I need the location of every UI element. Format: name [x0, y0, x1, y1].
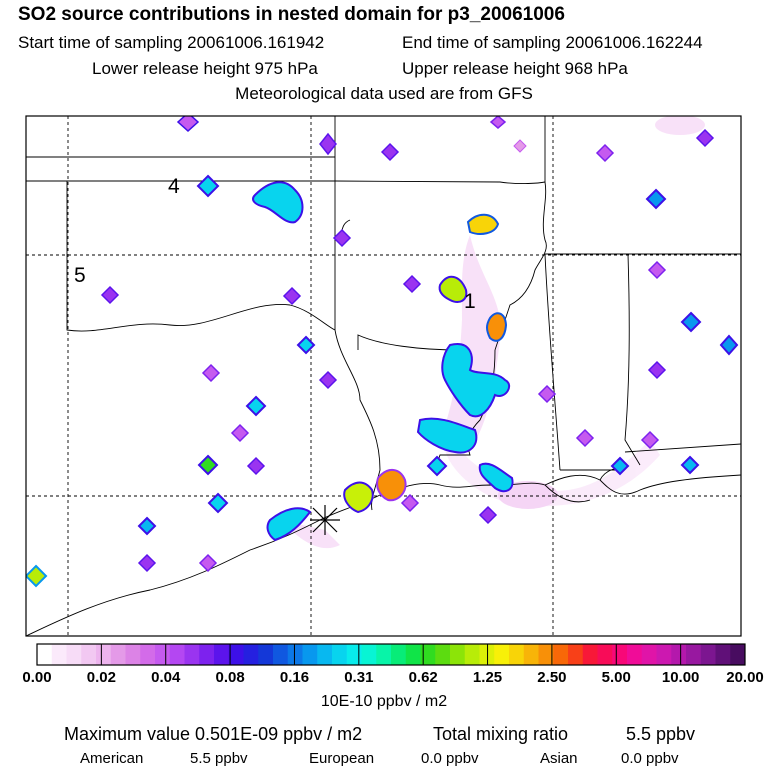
colorbar-cell: [317, 644, 333, 665]
colorbar-label: 0.31: [344, 669, 374, 686]
american-value: 5.5 ppbv: [190, 750, 248, 767]
colorbar-cell: [243, 644, 259, 665]
colorbar-cell: [450, 644, 466, 665]
colorbar-cell: [641, 644, 657, 665]
colorbar-label: 0.00: [22, 669, 52, 686]
colorbar-cell: [612, 644, 628, 665]
max-value-text: Maximum value 0.501E-09 ppbv / m2: [64, 724, 363, 744]
colorbar-cell: [214, 644, 230, 665]
met-data-text: Meteorological data used are from GFS: [235, 84, 533, 103]
colorbar-cell: [302, 644, 318, 665]
point-sources: [26, 116, 739, 588]
colorbar-cell: [199, 644, 215, 665]
colorbar-cell: [273, 644, 289, 665]
colorbar-cell: [671, 644, 687, 665]
colorbar-cell: [140, 644, 156, 665]
upper-release-text: Upper release height 968 hPa: [402, 59, 628, 78]
lower-release-text: Lower release height 975 hPa: [92, 59, 318, 78]
colorbar-cell: [66, 644, 82, 665]
european-value: 0.0 ppbv: [421, 750, 479, 767]
colorbar-cell: [523, 644, 539, 665]
colorbar-label: 5.00: [601, 669, 631, 686]
colorbar-cell: [169, 644, 185, 665]
map-label-1: 1: [464, 290, 476, 313]
colorbar-label: 0.16: [279, 669, 310, 686]
colorbar-cell: [155, 644, 171, 665]
colorbar-cell: [435, 644, 451, 665]
plume-blobs: [252, 181, 514, 542]
colorbar-cell: [494, 644, 510, 665]
colorbar-cell: [332, 644, 348, 665]
end-time-text: End time of sampling 20061006.162244: [402, 33, 703, 52]
colorbar-cell: [361, 644, 377, 665]
map-frame: [25, 115, 742, 637]
colorbar-cell: [597, 644, 613, 665]
colorbar: [37, 644, 746, 665]
colorbar-cell: [81, 644, 97, 665]
colorbar-cell: [568, 644, 584, 665]
colorbar-cell: [464, 644, 480, 665]
colorbar-cell: [405, 644, 421, 665]
map-label-5: 5: [74, 264, 86, 287]
asian-value: 0.0 ppbv: [621, 750, 679, 767]
map-title: SO2 source contributions in nested domai…: [18, 4, 565, 25]
total-mixing-label: Total mixing ratio: [433, 724, 569, 744]
colorbar-cell: [37, 644, 53, 665]
colorbar-ticks: [36, 644, 746, 665]
colorbar-label: 2.50: [537, 669, 567, 686]
colorbar-cell: [656, 644, 672, 665]
colorbar-label: 0.62: [408, 669, 438, 686]
colorbar-cell: [730, 644, 746, 665]
colorbar-cell: [553, 644, 569, 665]
colorbar-cell: [391, 644, 407, 665]
colorbar-cell: [51, 644, 67, 665]
colorbar-units: 10E-10 ppbv / m2: [320, 693, 448, 710]
colorbar-label: 0.04: [151, 669, 181, 686]
start-time-text: Start time of sampling 20061006.161942: [18, 33, 325, 52]
colorbar-label: 10.00: [661, 669, 700, 686]
colorbar-label: 1.25: [472, 669, 503, 686]
colorbar-cell: [184, 644, 200, 665]
colorbar-label: 20.00: [726, 669, 764, 686]
map-background: [26, 116, 741, 636]
colorbar-cell: [538, 644, 554, 665]
colorbar-cell: [125, 644, 141, 665]
colorbar-cell: [627, 644, 643, 665]
colorbar-cell: [258, 644, 274, 665]
colorbar-cell: [420, 644, 436, 665]
map-label-4: 4: [168, 175, 180, 198]
colorbar-cell: [582, 644, 598, 665]
colorbar-cell: [287, 644, 303, 665]
graticule: [26, 116, 741, 636]
colorbar-cell: [715, 644, 731, 665]
american-label: American: [80, 750, 144, 767]
colorbar-label: 0.02: [86, 669, 116, 686]
total-mixing-value: 5.5 ppbv: [626, 724, 696, 744]
colorbar-cell: [509, 644, 525, 665]
colorbar-cell: [96, 644, 112, 665]
colorbar-cell: [110, 644, 126, 665]
colorbar-cell: [686, 644, 702, 665]
colorbar-cell: [376, 644, 392, 665]
cross-marker: [310, 505, 340, 535]
european-label: European: [309, 750, 375, 767]
colorbar-cell: [228, 644, 244, 665]
state-boundaries: [26, 116, 741, 511]
colorbar-cell: [346, 644, 362, 665]
asian-label: Asian: [540, 750, 578, 767]
colorbar-label: 0.08: [215, 669, 245, 686]
colorbar-cell: [700, 644, 716, 665]
